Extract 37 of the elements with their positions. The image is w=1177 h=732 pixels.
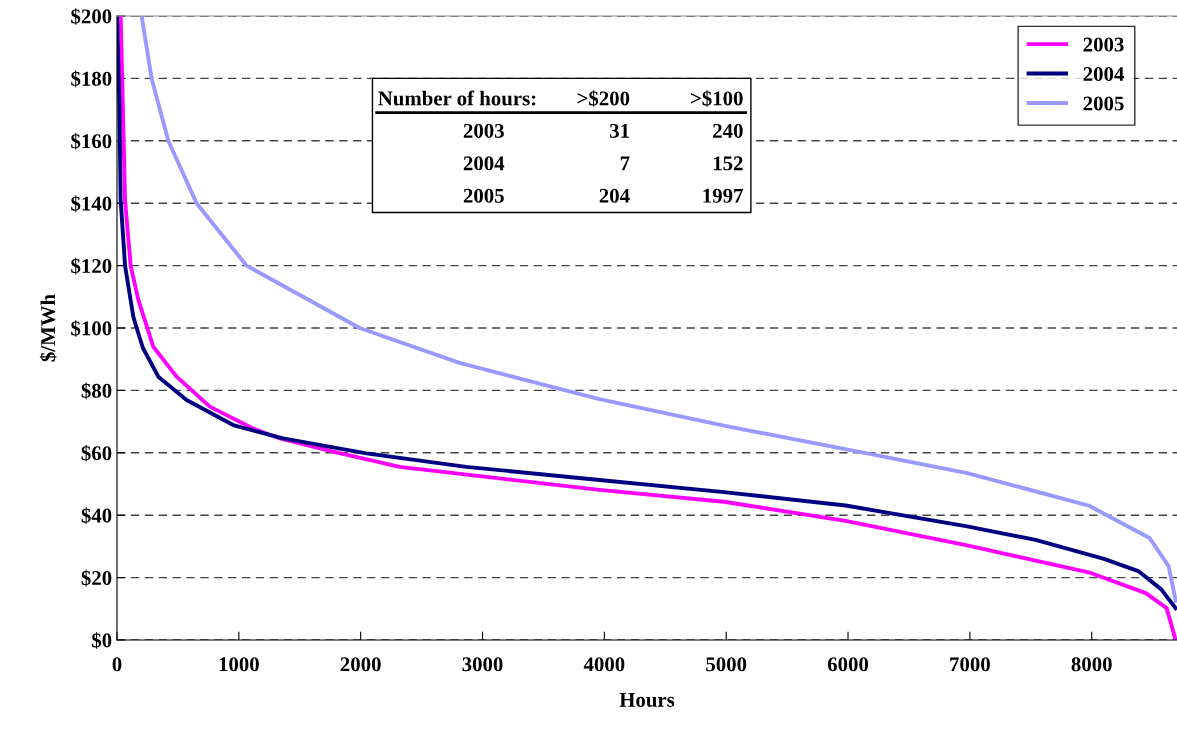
x-tick-label: 2000 <box>340 657 381 672</box>
y-tick-label: $160 <box>71 132 112 150</box>
x-tick-label: 1000 <box>219 657 259 672</box>
annotation: 152 <box>713 156 743 171</box>
x-tick-label: 5000 <box>706 657 747 672</box>
legend-label: 2003 <box>1083 37 1124 52</box>
y-tick-label: $80 <box>81 382 112 400</box>
annotation: 1997 <box>703 188 743 203</box>
annotation: 31 <box>609 123 629 138</box>
y-tick-label: $120 <box>71 257 112 275</box>
x-axis-title: Hours <box>619 693 675 707</box>
y-tick-label: $20 <box>81 569 112 587</box>
annotation: 204 <box>599 188 630 203</box>
annotation: >$100 <box>690 90 743 107</box>
y-tick-label: $200 <box>71 8 112 25</box>
x-tick-label: 0 <box>112 657 122 672</box>
y-tick-label: $180 <box>71 70 112 88</box>
y-tick-label: $140 <box>71 195 112 213</box>
y-axis-title: $/MWh <box>39 294 57 362</box>
annotation: 2005 <box>463 188 504 203</box>
legend-label: 2004 <box>1083 67 1124 82</box>
x-tick-label: 7000 <box>950 657 990 672</box>
y-tick-label: $40 <box>81 507 112 525</box>
legend-label: 2005 <box>1083 96 1124 111</box>
annotation: 2003 <box>463 123 504 138</box>
x-tick-label: 3000 <box>462 657 503 672</box>
y-tick-label: $60 <box>81 444 112 462</box>
y-tick-label: $100 <box>71 320 112 337</box>
annotation: 7 <box>620 156 630 171</box>
x-tick-label: 6000 <box>827 657 869 672</box>
annotation: 2004 <box>463 156 505 171</box>
annotation: Number of hours: <box>378 90 536 106</box>
y-tick-label: $0 <box>92 632 112 649</box>
x-tick-label: 4000 <box>583 657 625 672</box>
x-tick-label: 8000 <box>1071 657 1112 672</box>
annotation: >$200 <box>577 90 630 107</box>
annotation: 240 <box>713 123 743 138</box>
